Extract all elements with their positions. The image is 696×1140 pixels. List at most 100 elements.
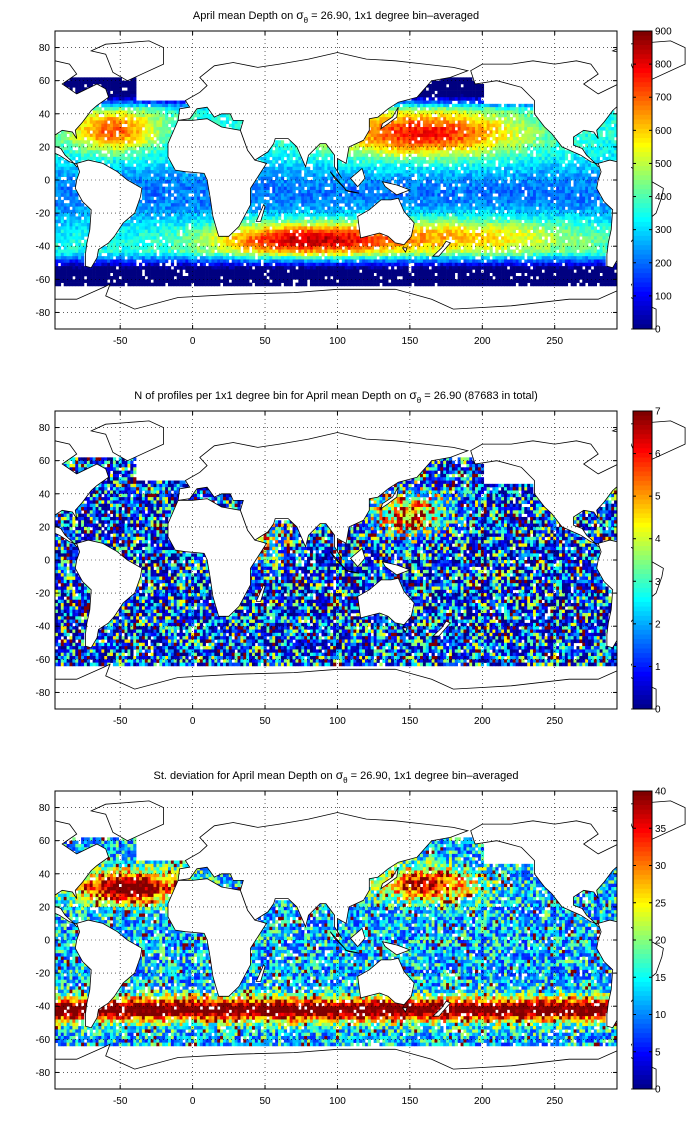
bin-cell xyxy=(458,173,461,177)
bin-cell xyxy=(272,216,275,220)
bin-cell xyxy=(69,200,72,204)
bin-cell xyxy=(492,114,495,118)
bin-cell xyxy=(269,216,272,220)
bin-cell xyxy=(153,223,156,227)
bin-cell xyxy=(437,147,440,151)
bin-cell xyxy=(600,150,603,154)
bin-cell xyxy=(530,173,533,177)
bin-cell xyxy=(61,226,64,230)
bin-cell xyxy=(58,187,61,191)
bin-cell xyxy=(492,137,495,141)
bin-cell xyxy=(429,190,432,194)
bin-cell xyxy=(194,213,197,217)
bin-cell xyxy=(200,226,203,230)
bin-cell xyxy=(466,223,469,227)
bin-cell xyxy=(487,137,490,141)
bin-cell xyxy=(159,167,162,171)
bin-cell xyxy=(316,157,319,161)
bin-cell xyxy=(414,130,417,134)
bin-cell xyxy=(258,187,261,191)
bin-cell xyxy=(78,226,81,230)
bin-cell xyxy=(519,117,522,121)
bin-cell xyxy=(426,193,429,197)
bin-cell xyxy=(156,226,159,230)
bin-cell xyxy=(582,213,585,217)
bin-cell xyxy=(81,147,84,151)
bin-cell xyxy=(582,223,585,227)
bin-cell xyxy=(365,147,368,151)
bin-cell xyxy=(90,127,93,131)
bin-cell xyxy=(330,183,333,187)
bin-cell xyxy=(182,177,185,181)
bin-cell xyxy=(434,147,437,151)
bin-cell xyxy=(162,163,165,167)
bin-cell xyxy=(269,206,272,210)
bin-cell xyxy=(504,140,507,144)
bin-cell xyxy=(136,101,139,105)
bin-cell xyxy=(142,206,145,210)
bin-cell xyxy=(443,120,446,124)
bin-cell xyxy=(550,147,553,151)
bin-cell xyxy=(397,140,400,144)
bin-cell xyxy=(81,81,84,85)
bin-cell xyxy=(516,187,519,191)
bin-cell xyxy=(122,127,125,131)
bin-cell xyxy=(547,167,550,171)
bin-cell xyxy=(513,190,516,194)
bin-cell xyxy=(513,140,516,144)
bin-cell xyxy=(156,137,159,141)
bin-cell xyxy=(501,107,504,111)
bin-cell xyxy=(461,183,464,187)
bin-cell xyxy=(524,140,527,144)
bin-cell xyxy=(550,223,553,227)
bin-cell xyxy=(290,213,293,217)
bin-cell xyxy=(142,130,145,134)
bin-cell xyxy=(122,94,125,98)
bin-cell xyxy=(434,173,437,177)
bin-cell xyxy=(159,163,162,167)
bin-cell xyxy=(313,167,316,171)
bin-cell xyxy=(600,200,603,204)
bin-cell xyxy=(316,226,319,230)
bin-cell xyxy=(408,130,411,134)
bin-cell xyxy=(382,137,385,141)
bin-cell xyxy=(324,223,327,227)
bin-cell xyxy=(275,216,278,220)
bin-cell xyxy=(452,173,455,177)
bin-cell xyxy=(423,94,426,98)
bin-cell xyxy=(165,167,168,171)
bin-cell xyxy=(504,170,507,174)
bin-cell xyxy=(556,154,559,158)
bin-cell xyxy=(530,180,533,184)
bin-cell xyxy=(414,226,417,230)
bin-cell xyxy=(304,220,307,224)
bin-cell xyxy=(585,183,588,187)
bin-cell xyxy=(159,147,162,151)
bin-cell xyxy=(374,180,377,184)
bin-cell xyxy=(151,107,154,111)
bin-cell xyxy=(287,160,290,164)
bin-cell xyxy=(345,226,348,230)
bin-cell xyxy=(516,117,519,121)
bin-cell xyxy=(397,157,400,161)
bin-cell xyxy=(466,117,469,121)
bin-cell xyxy=(463,81,466,85)
bin-cell xyxy=(565,216,568,220)
bin-cell xyxy=(547,163,550,167)
bin-cell xyxy=(168,220,171,224)
bin-cell xyxy=(339,220,342,224)
bin-cell xyxy=(406,183,409,187)
bin-cell xyxy=(165,203,168,207)
bin-cell xyxy=(98,130,101,134)
bin-cell xyxy=(507,223,510,227)
bin-cell xyxy=(142,173,145,177)
bin-cell xyxy=(516,203,519,207)
bin-cell xyxy=(437,104,440,108)
bin-cell xyxy=(579,200,582,204)
bin-cell xyxy=(492,120,495,124)
bin-cell xyxy=(377,137,380,141)
bin-cell xyxy=(379,117,382,121)
bin-cell xyxy=(507,157,510,161)
bin-cell xyxy=(113,104,116,108)
bin-cell xyxy=(307,167,310,171)
